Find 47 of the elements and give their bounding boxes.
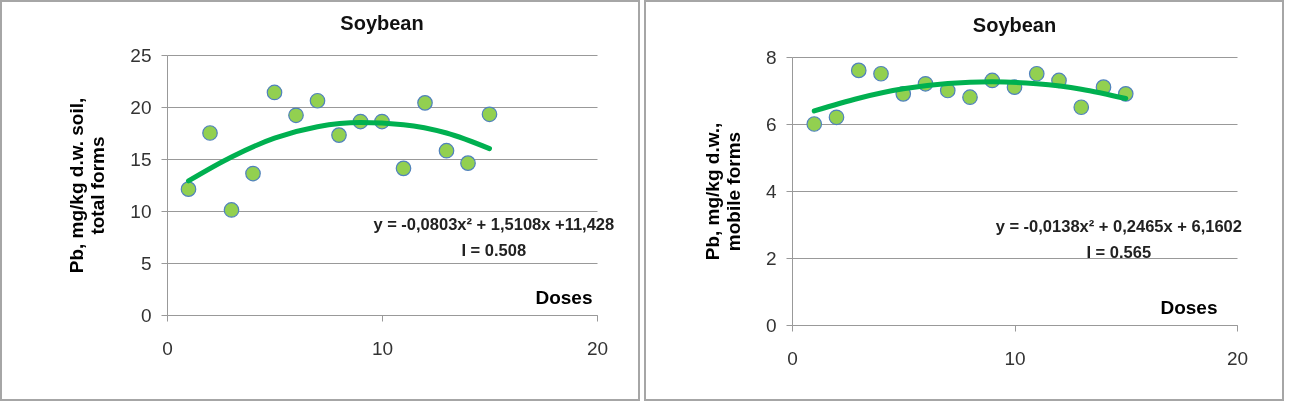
point xyxy=(460,155,476,171)
x-tick-label: 10 xyxy=(1004,347,1026,369)
y-tick-label: 8 xyxy=(765,46,777,68)
x-tick-label: 20 xyxy=(586,337,609,359)
x-tick-label: 0 xyxy=(162,337,173,359)
point xyxy=(806,116,823,132)
annotation: y = -0,0138x² + 0,2465x + 6,1602 xyxy=(995,217,1242,236)
chart-title: Soybean xyxy=(340,12,424,34)
point xyxy=(417,95,433,111)
point xyxy=(850,62,867,79)
point xyxy=(309,92,326,109)
y-tick-label: 5 xyxy=(140,252,152,274)
y-axis-title: Pb, mg/kg d.w., mobile forms xyxy=(701,122,744,261)
point xyxy=(962,89,978,106)
point xyxy=(438,142,455,159)
point xyxy=(395,160,412,177)
y-tick-label: 15 xyxy=(130,148,152,170)
x-axis-title: Doses xyxy=(535,286,593,308)
point xyxy=(266,84,283,101)
x-tick-label: 20 xyxy=(1226,347,1249,369)
annotation: I = 0.565 xyxy=(1086,243,1152,262)
point xyxy=(180,181,197,197)
point xyxy=(481,106,498,123)
y-tick-label: 4 xyxy=(765,180,777,202)
annotation: I = 0.508 xyxy=(461,241,527,260)
x-tick-label: 10 xyxy=(371,337,394,359)
annotation: y = -0,0803x² + 1,5108x +11,428 xyxy=(373,215,615,234)
point xyxy=(331,127,347,143)
point xyxy=(288,107,304,124)
point xyxy=(245,165,261,182)
y-tick-label: 2 xyxy=(765,247,777,269)
y-axis-title: Pb, mg/kg d.w. soil, total forms xyxy=(66,97,109,274)
y-tick-label: 20 xyxy=(130,96,152,118)
point xyxy=(1028,65,1045,82)
x-tick-label: 0 xyxy=(787,347,798,369)
y-tick-label: 25 xyxy=(130,44,152,66)
point xyxy=(202,125,218,141)
y-tick-label: 10 xyxy=(130,200,152,222)
y-tick-label: 0 xyxy=(140,304,152,326)
point xyxy=(828,109,845,126)
point xyxy=(223,202,240,218)
x-axis-title: Doses xyxy=(1160,296,1218,318)
y-tick-label: 0 xyxy=(765,314,777,336)
chart-title: Soybean xyxy=(972,14,1057,36)
point xyxy=(873,65,889,82)
y-tick-label: 6 xyxy=(765,113,777,135)
point xyxy=(1073,99,1090,116)
